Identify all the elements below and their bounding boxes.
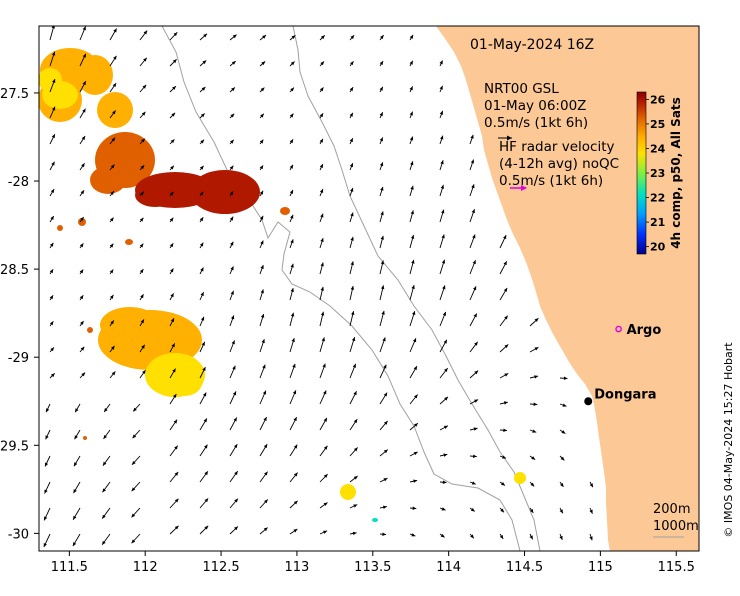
colorbar-tick-label: 22 [650, 192, 665, 205]
sst-patch [190, 170, 260, 214]
sst-patch [87, 327, 93, 333]
map-date-title: 01-May-2024 16Z [470, 37, 594, 53]
y-tick-label: -27.5 [0, 87, 29, 102]
y-tick-label: -29 [8, 351, 29, 366]
x-tick-label: 112.5 [202, 560, 239, 575]
x-tick-label: 114.5 [506, 560, 543, 575]
x-tick-label: 115 [588, 560, 613, 575]
sst-patch [57, 225, 63, 231]
sst-patch [514, 472, 526, 484]
colorbar-ramp [637, 92, 646, 254]
x-tick-label: 113.5 [354, 560, 391, 575]
y-tick-label: -28 [8, 175, 29, 190]
legend-radar-scale: 0.5m/s (1kt 6h) [499, 173, 603, 189]
colorbar-tick-label: 23 [650, 167, 665, 180]
sst-patch [97, 92, 133, 128]
y-axis: -27.5 -28 -28.5 -29 -29.5 -30 [0, 87, 39, 542]
credit-text: © IMOS 04-May-2024 15:27 Hobart [722, 342, 735, 538]
legend-model-scale: 0.5m/s (1kt 6h) [484, 115, 588, 131]
legend-radar-avg: (4-12h avg) noQC [499, 156, 619, 172]
isobath-label-1000m: 1000m [653, 519, 699, 534]
colorbar-tick-label: 21 [650, 216, 665, 229]
x-tick-label: 113 [285, 560, 310, 575]
x-tick-label: 114 [436, 560, 461, 575]
colorbar-tick-label: 25 [650, 118, 665, 131]
sst-patch [90, 166, 126, 194]
y-tick-label: -29.5 [0, 439, 29, 454]
dongara-marker [584, 397, 592, 405]
y-tick-label: -28.5 [0, 263, 29, 278]
sst-patch [83, 436, 87, 440]
colorbar-label: 4h comp, p50, All Sats [669, 97, 683, 249]
colorbar-tick-label: 20 [650, 241, 666, 254]
sst-patch [372, 518, 378, 522]
y-tick-label: -30 [8, 527, 29, 542]
legend-model-name: NRT00 GSL [484, 81, 559, 97]
colorbar-tick-label: 24 [650, 142, 666, 155]
sst-patch [125, 239, 133, 245]
x-tick-label: 111.5 [51, 560, 88, 575]
x-axis: 111.5 112 112.5 113 113.5 114 114.5 115 115.5 [51, 551, 695, 575]
x-tick-label: 112 [133, 560, 158, 575]
sst-patch [100, 307, 160, 343]
legend-radar-title: HF radar velocity [499, 139, 614, 155]
isobath-label-200m: 200m [653, 502, 690, 517]
place-label: Dongara [594, 387, 656, 402]
colorbar-tick-label: 26 [650, 93, 666, 106]
x-tick-label: 115.5 [658, 560, 695, 575]
sst-patch [38, 68, 62, 92]
sst-patch [340, 484, 356, 500]
legend-model-time: 01-May 06:00Z [484, 98, 586, 114]
place-label: Argo [627, 323, 662, 338]
sst-patch [167, 364, 203, 396]
sst-patch [280, 207, 290, 215]
